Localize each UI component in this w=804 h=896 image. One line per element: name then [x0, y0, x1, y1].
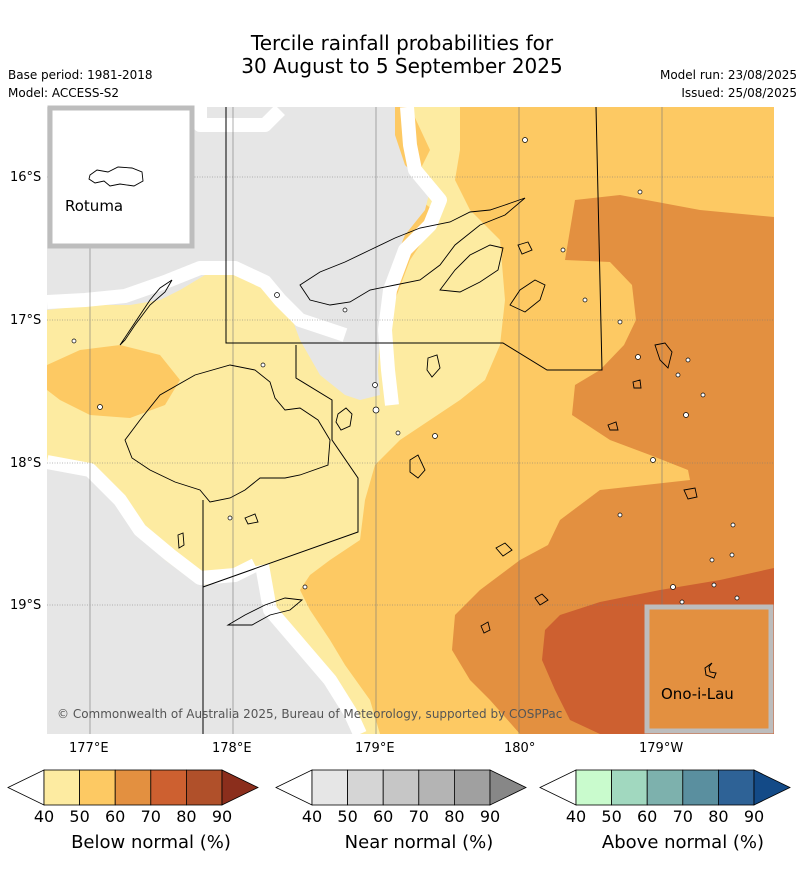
colorbar-segment: [418, 769, 455, 806]
lon-label-179e: 179°E: [355, 741, 395, 756]
lon-label-179w: 179°W: [639, 741, 684, 756]
matuku-island: [480, 621, 491, 634]
colorbar-segment: [185, 769, 223, 806]
lat-label-16s: 16°S: [10, 170, 42, 185]
colorbar-tick-label: 60: [373, 807, 394, 826]
colorbar-tick-label: 80: [708, 807, 729, 826]
lat-label-18s: 18°S: [10, 456, 42, 471]
copyright-text: © Commonwealth of Australia 2025, Bureau…: [57, 707, 563, 721]
colorbar-extend-low: [7, 769, 45, 806]
colorbar-tick-label: 40: [565, 807, 587, 826]
gau-island: [409, 454, 426, 479]
colorbar-segment: [311, 769, 348, 806]
colorbar-tick-label: 40: [33, 807, 55, 826]
onoilau-label: Ono-i-Lau: [661, 685, 734, 703]
koro-island: [426, 354, 441, 378]
moce-island: [607, 421, 619, 431]
colorbar-segment: [43, 769, 80, 806]
colorbar-tick-label: 90: [479, 807, 501, 826]
legend-colorbars: [7, 769, 791, 806]
lon-label-178e: 178°E: [212, 741, 252, 756]
model-label: Model: ACCESS-S2: [8, 86, 120, 100]
white-buffer-west: [47, 261, 348, 342]
colorbar-extend-high: [221, 769, 259, 806]
white-buffer-north: [193, 107, 285, 132]
issued-label: Issued: 25/08/2025: [681, 86, 797, 100]
white-buffer-east: [378, 107, 447, 406]
rotuma-inset-frame: [47, 105, 195, 249]
colorbar-tick-label: 70: [408, 807, 429, 826]
lon-label-180: 180°: [504, 741, 536, 756]
lat-label-17s: 17°S: [10, 313, 42, 328]
colorbar-tick-label: 90: [743, 807, 765, 826]
region-below-50-60-west: [47, 345, 180, 418]
colorbar-tick-label: 70: [672, 807, 693, 826]
beqa-island: [244, 513, 259, 525]
region-below-60-70: [452, 107, 774, 734]
totoya-island: [534, 593, 549, 606]
vatoa-island: [683, 487, 698, 500]
ovalau-island: [335, 407, 353, 431]
rotuma-island: [88, 166, 144, 187]
colorbar-tick-label: 50: [69, 807, 90, 826]
colorbar-extend-low: [275, 769, 313, 806]
colorbar-segment: [453, 769, 491, 806]
kadavu-island: [226, 597, 304, 626]
colorbar-title: Above normal (%): [601, 832, 765, 853]
colorbar-extend-high: [753, 769, 791, 806]
colorbar-tick-label: 60: [637, 807, 658, 826]
onoilau-island: [704, 662, 717, 679]
colorbar-segment: [682, 769, 719, 806]
moala-island: [495, 542, 513, 557]
vatulele-island: [177, 532, 185, 549]
colorbar-tick-label: 90: [211, 807, 233, 826]
colorbar-segment: [347, 769, 384, 806]
region-near-40-50-south: [47, 465, 355, 734]
colorbar-segment: [382, 769, 420, 806]
colorbar-tick-label: 60: [105, 807, 126, 826]
white-buffer-southeast: [255, 563, 367, 734]
map-title-line1: Tercile rainfall probabilities for: [250, 31, 554, 55]
colorbar-tick-label: 50: [601, 807, 622, 826]
base-period-label: Base period: 1981-2018: [8, 68, 153, 82]
colorbar-extend-high: [489, 769, 527, 806]
colorbar-tick-label: 70: [140, 807, 161, 826]
colorbar-segment: [79, 769, 116, 806]
colorbar-tick-label: 50: [337, 807, 358, 826]
colorbar-title: Near normal (%): [344, 832, 494, 853]
vanua-balavu-island: [654, 342, 673, 369]
map-title-line2: 30 August to 5 September 2025: [241, 54, 563, 78]
small-islets: [71, 137, 740, 605]
qamea-island: [517, 241, 533, 255]
model-run-label: Model run: 23/08/2025: [659, 68, 797, 82]
colorbar-segment: [646, 769, 684, 806]
colorbar-title: Below normal (%): [71, 832, 231, 853]
lat-label-19s: 19°S: [10, 598, 42, 613]
colorbar-tick-label: 80: [444, 807, 465, 826]
taveuni-island: [439, 244, 504, 293]
colorbar-tick-label: 40: [301, 807, 323, 826]
boundary-lines: [202, 107, 603, 734]
yasawa-islands: [119, 279, 173, 346]
colorbar-tick-label: 80: [176, 807, 197, 826]
lakeba-island: [509, 279, 546, 313]
colorbar-segment: [611, 769, 648, 806]
colorbar-segment: [114, 769, 152, 806]
colorbar-extend-low: [539, 769, 577, 806]
colorbar-segment: [575, 769, 612, 806]
colorbar-segment: [150, 769, 187, 806]
viti-levu-island: [124, 364, 331, 503]
lon-label-177e: 177°E: [69, 741, 109, 756]
island-outlines: [119, 197, 698, 634]
cicia-island: [632, 379, 642, 389]
vanua-levu-island: [299, 197, 526, 306]
rotuma-label: Rotuma: [65, 197, 124, 215]
colorbar-segment: [718, 769, 755, 806]
white-buffer-south: [47, 455, 259, 585]
